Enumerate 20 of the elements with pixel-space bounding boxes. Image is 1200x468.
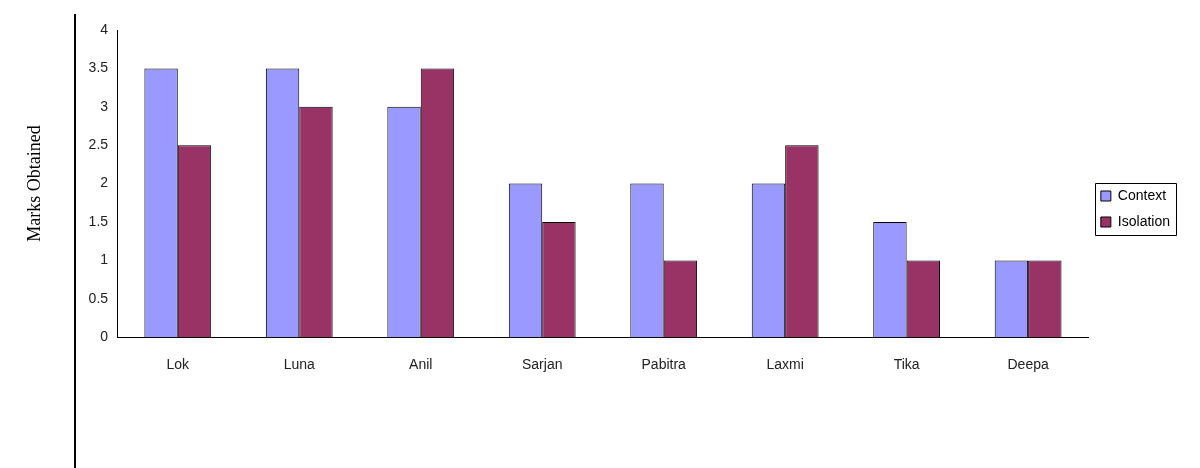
x-tick-label: Pabitra (641, 356, 687, 373)
y-tick-label: 0.5 (88, 289, 109, 306)
y-tick-label: 3.5 (88, 59, 109, 76)
y-tick-label: 0 (100, 328, 109, 345)
x-tick-label: Luna (283, 356, 316, 373)
y-tick-label: 4 (100, 20, 109, 37)
x-tick-label: Sarjan (521, 356, 563, 373)
legend-label: Context (1117, 186, 1167, 203)
legend-label: Isolation (1117, 212, 1171, 229)
y-tick-label: 2.5 (88, 136, 109, 153)
y-tick-label: 1.5 (88, 212, 109, 229)
y-tick-label: 2 (100, 174, 109, 191)
x-tick-label: Lok (166, 356, 191, 373)
x-tick-label: Tika (893, 356, 920, 373)
x-tick-label: Laxmi (766, 356, 804, 373)
y-tick-label: 3 (100, 97, 109, 114)
y-axis-title: Marks Obtained (23, 125, 44, 242)
x-tick-label: Anil (409, 356, 433, 373)
x-tick-label: Deepa (1007, 356, 1049, 373)
y-tick-label: 1 (100, 251, 109, 268)
